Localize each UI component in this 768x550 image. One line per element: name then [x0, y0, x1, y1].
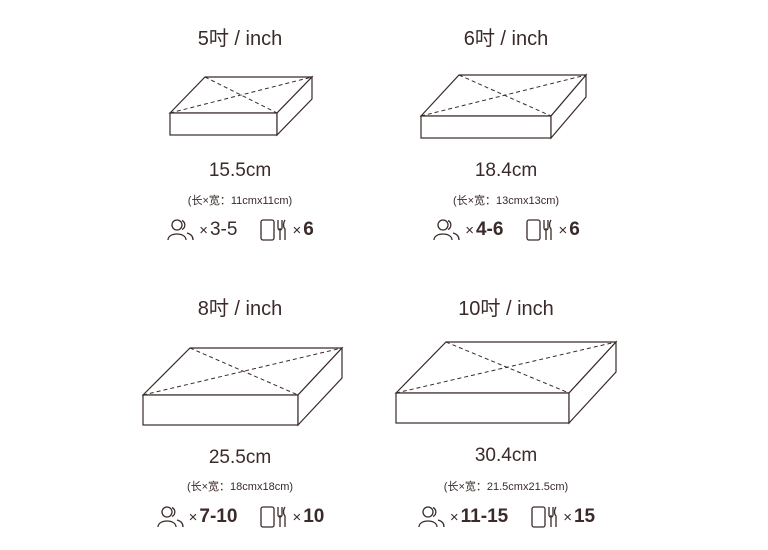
multiply-sign: × — [563, 508, 572, 526]
multiply-sign: × — [292, 508, 302, 526]
tableware-icon — [260, 506, 287, 528]
tableware-number: 6 — [303, 219, 314, 240]
cake-size-title: 6吋 / inch — [463, 28, 549, 50]
multiply-sign: × — [558, 221, 568, 239]
tableware-icon — [260, 219, 287, 241]
people-range: 4-6 — [475, 219, 504, 240]
tableware-number: 6 — [569, 219, 580, 240]
multiply-sign: × — [449, 508, 459, 526]
servings-row: × 7-10 × 10 — [90, 505, 390, 529]
cake-size-title: 10吋 / inch — [458, 298, 554, 320]
cake-box-illustration — [394, 340, 618, 425]
servings-row: × 3-5 × 6 — [90, 218, 390, 242]
tableware-count: × 10 — [259, 505, 324, 529]
cake-size-title: 8吋 / inch — [197, 298, 283, 320]
tableware-number: 10 — [303, 506, 325, 527]
cake-diameter: 25.5cm — [208, 447, 272, 468]
cake-dimensions: (长×宽：11cmx11cm) — [187, 195, 293, 207]
cake-box-illustration — [419, 73, 588, 140]
tableware-count: × 6 — [525, 218, 580, 242]
multiply-sign: × — [292, 221, 302, 239]
servings-row: × 4-6 × 6 — [356, 218, 656, 242]
cake-dimensions: (长×宽：21.5cmx21.5cm) — [443, 481, 569, 493]
cake-size-title: 5吋 / inch — [197, 28, 283, 50]
people-icon — [433, 219, 460, 241]
cake-dimensions: (长×宽：13cmx13cm) — [452, 195, 560, 207]
people-count: × 3-5 — [166, 218, 237, 242]
cake-dimensions: (长×宽：18cmx18cm) — [186, 481, 294, 493]
people-count: × 7-10 — [156, 505, 238, 529]
people-range: 3-5 — [209, 219, 238, 240]
people-range: 7-10 — [199, 506, 238, 527]
people-icon — [167, 219, 194, 241]
multiply-sign: × — [188, 508, 198, 526]
people-count: × 11-15 — [417, 505, 508, 529]
cake-diameter: 30.4cm — [474, 445, 538, 466]
people-icon — [418, 506, 445, 528]
tableware-icon — [526, 219, 553, 241]
multiply-sign: × — [465, 221, 474, 239]
tableware-count: × 6 — [259, 218, 314, 242]
people-icon — [156, 506, 184, 528]
cake-box-illustration — [141, 346, 344, 427]
people-count: × 4-6 — [432, 218, 503, 242]
cake-box-illustration — [168, 75, 314, 137]
multiply-sign: × — [199, 221, 208, 239]
tableware-count: × 15 — [530, 505, 595, 529]
servings-row: × 11-15 × 15 — [356, 505, 656, 529]
cake-diameter: 18.4cm — [474, 160, 538, 181]
tableware-number: 15 — [573, 506, 596, 527]
cake-diameter: 15.5cm — [208, 160, 272, 181]
people-range: 11-15 — [460, 506, 509, 527]
tableware-icon — [531, 506, 557, 528]
